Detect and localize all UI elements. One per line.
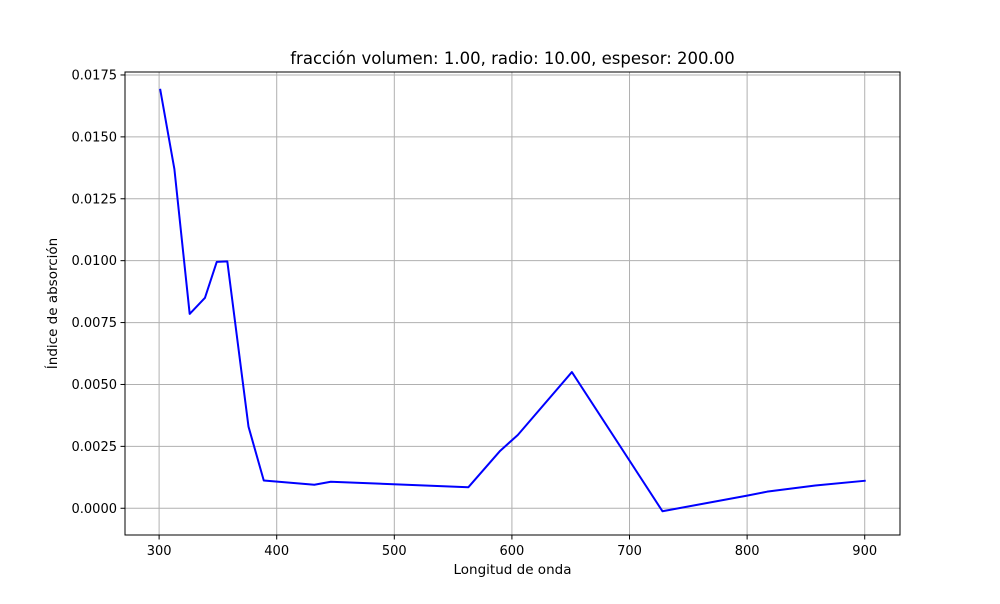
axis-ticks: 300 400 500 600 700 800 900 0.0000 0.0025 0.0050 0…: [72, 68, 878, 559]
plot-background: [125, 72, 900, 535]
y-tick-label: 0.0025: [72, 440, 118, 455]
y-tick-label: 0.0125: [72, 192, 118, 207]
y-tick-label: 0.0050: [72, 378, 118, 393]
y-tick-label: 0.0150: [72, 130, 118, 145]
y-tick-label: 0.0175: [72, 68, 118, 83]
x-axis-label: Longitud de onda: [454, 562, 572, 578]
x-tick-label: 400: [264, 544, 289, 559]
plot-frame: [124, 71, 901, 536]
x-tick-label: 300: [147, 544, 172, 559]
chart-title: fracción volumen: 1.00, radio: 10.00, es…: [290, 49, 735, 68]
x-tick-label: 600: [499, 544, 524, 559]
x-tick-label: 500: [382, 544, 407, 559]
y-tick-label: 0.0000: [72, 502, 118, 517]
data-series: [159, 88, 866, 513]
x-tick-label: 900: [852, 544, 877, 559]
x-tick-label: 700: [617, 544, 642, 559]
grid-lines: [125, 72, 900, 535]
y-tick-label: 0.0100: [72, 254, 118, 269]
y-axis-label: Índice de absorción: [44, 238, 61, 369]
y-tick-label: 0.0075: [72, 316, 118, 331]
x-tick-label: 800: [735, 544, 760, 559]
series-line: [159, 88, 866, 513]
